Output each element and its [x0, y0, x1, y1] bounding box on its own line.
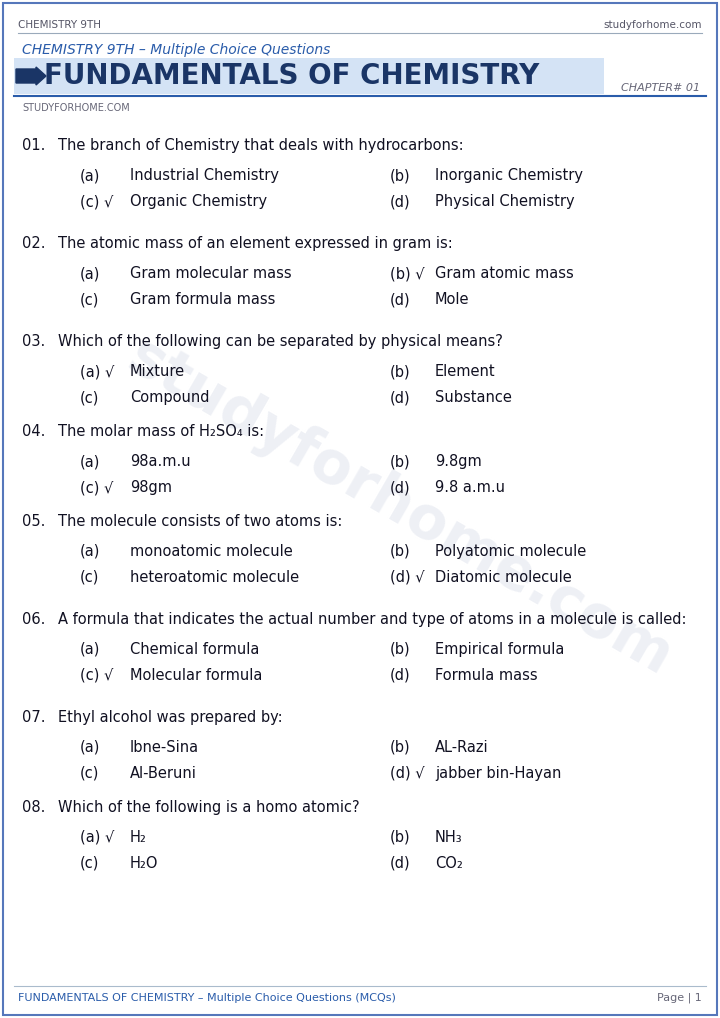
Text: The molecule consists of two atoms is:: The molecule consists of two atoms is:	[58, 514, 343, 529]
Text: FUNDAMENTALS OF CHEMISTRY – Multiple Choice Questions (MCQs): FUNDAMENTALS OF CHEMISTRY – Multiple Cho…	[18, 993, 396, 1003]
Text: Mixture: Mixture	[130, 364, 185, 379]
Text: Al-Beruni: Al-Beruni	[130, 766, 197, 781]
Text: Page | 1: Page | 1	[657, 993, 702, 1004]
Text: heteroatomic molecule: heteroatomic molecule	[130, 570, 299, 585]
Text: Polyatomic molecule: Polyatomic molecule	[435, 544, 586, 559]
Text: CHEMISTRY 9TH – Multiple Choice Questions: CHEMISTRY 9TH – Multiple Choice Question…	[22, 43, 330, 57]
Text: 02.: 02.	[22, 236, 45, 251]
Text: Diatomic molecule: Diatomic molecule	[435, 570, 572, 585]
Text: Physical Chemistry: Physical Chemistry	[435, 194, 575, 209]
Text: (a): (a)	[80, 544, 100, 559]
Text: (c): (c)	[80, 766, 99, 781]
Text: (b): (b)	[390, 168, 410, 183]
Text: (d) √: (d) √	[390, 766, 425, 781]
FancyArrow shape	[16, 67, 46, 84]
Text: (a): (a)	[80, 454, 100, 469]
Text: 9.8gm: 9.8gm	[435, 454, 482, 469]
Text: (d): (d)	[390, 480, 410, 495]
Text: 9.8 a.m.u: 9.8 a.m.u	[435, 480, 505, 495]
Text: CO₂: CO₂	[435, 856, 463, 871]
Text: Chemical formula: Chemical formula	[130, 642, 259, 657]
Text: monoatomic molecule: monoatomic molecule	[130, 544, 293, 559]
Text: (a): (a)	[80, 168, 100, 183]
Text: FUNDAMENTALS OF CHEMISTRY: FUNDAMENTALS OF CHEMISTRY	[44, 62, 539, 90]
Text: Substance: Substance	[435, 390, 512, 405]
Text: Compound: Compound	[130, 390, 210, 405]
Text: (d): (d)	[390, 856, 410, 871]
Text: (b): (b)	[390, 544, 410, 559]
Text: (a) √: (a) √	[80, 364, 114, 379]
Text: (b) √: (b) √	[390, 266, 425, 281]
Text: (c) √: (c) √	[80, 668, 113, 683]
Text: (d): (d)	[390, 292, 410, 307]
Text: (c) √: (c) √	[80, 194, 113, 209]
Text: Empirical formula: Empirical formula	[435, 642, 564, 657]
Text: The atomic mass of an element expressed in gram is:: The atomic mass of an element expressed …	[58, 236, 453, 251]
Text: Which of the following is a homo atomic?: Which of the following is a homo atomic?	[58, 800, 359, 815]
Text: (b): (b)	[390, 830, 410, 845]
Text: Mole: Mole	[435, 292, 469, 307]
Text: 07.: 07.	[22, 710, 45, 725]
Text: Formula mass: Formula mass	[435, 668, 538, 683]
Text: (d): (d)	[390, 194, 410, 209]
Text: Ethyl alcohol was prepared by:: Ethyl alcohol was prepared by:	[58, 710, 283, 725]
Text: Which of the following can be separated by physical means?: Which of the following can be separated …	[58, 334, 503, 349]
Text: (a): (a)	[80, 642, 100, 657]
Text: (b): (b)	[390, 642, 410, 657]
Text: (a): (a)	[80, 740, 100, 755]
Text: H₂O: H₂O	[130, 856, 158, 871]
Text: (c): (c)	[80, 856, 99, 871]
Text: studyforhome.com: studyforhome.com	[118, 329, 682, 687]
Text: studyforhome.com: studyforhome.com	[603, 20, 702, 30]
Text: (b): (b)	[390, 364, 410, 379]
Text: Element: Element	[435, 364, 495, 379]
Text: Inorganic Chemistry: Inorganic Chemistry	[435, 168, 583, 183]
Text: STUDYFORHOME.COM: STUDYFORHOME.COM	[22, 103, 130, 113]
Text: (d): (d)	[390, 390, 410, 405]
Text: (c): (c)	[80, 390, 99, 405]
Text: Ibne-Sina: Ibne-Sina	[130, 740, 199, 755]
Text: Gram atomic mass: Gram atomic mass	[435, 266, 574, 281]
Text: Gram formula mass: Gram formula mass	[130, 292, 275, 307]
Text: 08.: 08.	[22, 800, 45, 815]
Text: (a) √: (a) √	[80, 830, 114, 845]
Text: Organic Chemistry: Organic Chemistry	[130, 194, 267, 209]
Text: H₂: H₂	[130, 830, 147, 845]
Text: The branch of Chemistry that deals with hydrocarbons:: The branch of Chemistry that deals with …	[58, 138, 464, 153]
Text: (c) √: (c) √	[80, 480, 113, 495]
Text: 98a.m.u: 98a.m.u	[130, 454, 191, 469]
Text: CHEMISTRY 9TH: CHEMISTRY 9TH	[18, 20, 101, 30]
Text: 98gm: 98gm	[130, 480, 172, 495]
Text: (c): (c)	[80, 570, 99, 585]
Text: 03.: 03.	[22, 334, 45, 349]
Text: The molar mass of H₂SO₄ is:: The molar mass of H₂SO₄ is:	[58, 425, 264, 439]
Text: 04.: 04.	[22, 425, 45, 439]
Text: (c): (c)	[80, 292, 99, 307]
Text: A formula that indicates the actual number and type of atoms in a molecule is ca: A formula that indicates the actual numb…	[58, 612, 686, 627]
Text: CHAPTER# 01: CHAPTER# 01	[621, 83, 700, 93]
Text: AL-Razi: AL-Razi	[435, 740, 489, 755]
Text: (b): (b)	[390, 740, 410, 755]
Text: 01.: 01.	[22, 138, 45, 153]
Text: (b): (b)	[390, 454, 410, 469]
Text: (d) √: (d) √	[390, 570, 425, 585]
Text: 05.: 05.	[22, 514, 45, 529]
FancyBboxPatch shape	[14, 58, 604, 94]
Text: 06.: 06.	[22, 612, 45, 627]
Text: Molecular formula: Molecular formula	[130, 668, 262, 683]
Text: Industrial Chemistry: Industrial Chemistry	[130, 168, 279, 183]
Text: NH₃: NH₃	[435, 830, 463, 845]
Text: (d): (d)	[390, 668, 410, 683]
Text: (a): (a)	[80, 266, 100, 281]
Text: jabber bin-Hayan: jabber bin-Hayan	[435, 766, 562, 781]
Text: Gram molecular mass: Gram molecular mass	[130, 266, 292, 281]
